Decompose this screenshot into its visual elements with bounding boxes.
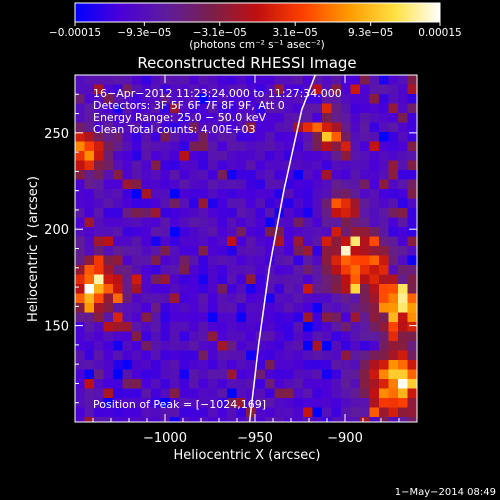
colorbar-tick-label: −0.00015 (49, 27, 101, 39)
y-tick-label: 250 (44, 127, 69, 142)
colorbar-tick-label: −3.1e−05 (193, 27, 247, 39)
colorbar-tick-label: 0.00015 (418, 27, 461, 39)
info-line: 16−Apr−2012 11:23:24.000 to 11:27:34.000 (93, 87, 342, 100)
info-line: Detectors: 3F 5F 6F 7F 8F 9F, Att 0 (93, 99, 285, 112)
chart-title: Reconstructed RHESSI Image (137, 54, 356, 72)
colorbar-tick-label: −9.3e−05 (117, 27, 171, 39)
x-tick-label: −1000 (143, 431, 187, 446)
colorbar (74, 2, 441, 23)
y-tick-label: 150 (44, 320, 69, 335)
colorbar-tick-label: 9.3e−05 (348, 27, 393, 39)
x-axis-label: Heliocentric X (arcsec) (174, 448, 321, 463)
x-tick-label: −950 (237, 431, 273, 446)
y-tick-label: 200 (44, 223, 69, 238)
footer-date: 1−May−2014 08:49 (395, 487, 496, 498)
colorbar-tick-label: 3.1e−05 (273, 27, 318, 39)
peak-position-label: Position of Peak = [−1024,169] (93, 398, 266, 411)
x-tick-label: −900 (327, 431, 363, 446)
solar-limb-line (248, 75, 317, 422)
info-line: Energy Range: 25.0 − 50.0 keV (93, 111, 267, 124)
y-axis-label: Heliocentric Y (arcsec) (26, 176, 41, 322)
info-line: Clean Total counts: 4.00E+03 (93, 123, 256, 136)
colorbar-unit-label: (photons cm⁻² s⁻¹ asec⁻²) (189, 39, 324, 51)
